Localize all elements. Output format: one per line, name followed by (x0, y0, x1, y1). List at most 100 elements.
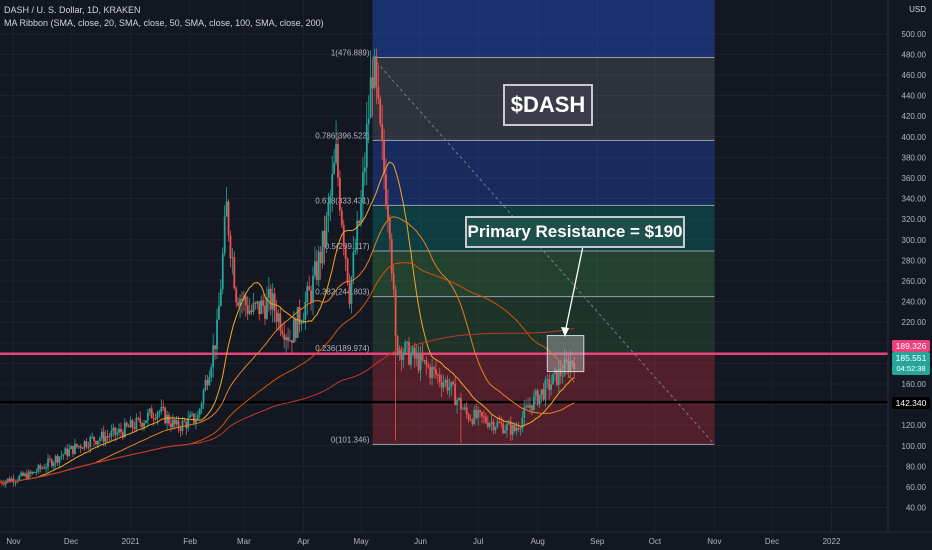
candle-body (467, 414, 470, 420)
candle-body (398, 348, 401, 354)
candle-body (177, 420, 180, 429)
candle-body (408, 341, 410, 365)
candle-body (335, 143, 337, 163)
symbol-legend[interactable]: DASH / U. S. Dollar, 1D, KRAKEN (4, 5, 141, 15)
candle-body (218, 305, 220, 320)
price-tick-label: 340.00 (902, 195, 927, 204)
price-tick-label: 320.00 (902, 215, 927, 224)
candle-body (529, 405, 531, 408)
price-tick-label: 460.00 (902, 71, 927, 80)
moving-average-line (0, 161, 575, 484)
time-tick-label: Sep (590, 537, 605, 546)
candle-body (340, 210, 343, 226)
candle-body (415, 354, 418, 359)
candle-body (367, 118, 370, 125)
candle-body (321, 230, 324, 264)
candle-body (438, 374, 441, 383)
candle-body (350, 277, 353, 304)
candle-body (35, 471, 38, 473)
currency-label: USD (909, 5, 926, 14)
candle-body (387, 205, 389, 219)
candle-body (235, 288, 238, 303)
candle-body (204, 379, 207, 391)
candle-body (433, 367, 435, 370)
candle-body (377, 86, 380, 99)
annotation-arrow (564, 245, 584, 334)
candle-body (544, 379, 547, 400)
candle-body (248, 310, 251, 314)
candle-body (219, 289, 222, 306)
candle-body (181, 420, 184, 431)
candle-body (500, 422, 503, 424)
price-tick-label: 420.00 (902, 112, 927, 121)
candle-body (319, 251, 322, 264)
candle-body (344, 246, 347, 259)
candle-body (506, 424, 508, 431)
candle-body (160, 406, 163, 412)
candle-body (49, 458, 51, 460)
price-tick-label: 60.00 (906, 483, 927, 492)
candle-body (394, 289, 397, 337)
indicator-legend[interactable]: MA Ribbon (SMA, close, 20, SMA, close, 5… (4, 18, 324, 28)
candle-body (100, 431, 103, 439)
candle-body (95, 441, 97, 445)
candle-body (406, 341, 409, 343)
candle-body (494, 427, 497, 431)
candle-body (179, 428, 182, 431)
candle-body (383, 141, 385, 175)
candle-body (206, 379, 209, 386)
candle-body (463, 407, 466, 409)
candle-body (25, 473, 28, 480)
candle-body (148, 408, 151, 413)
candle-body (8, 478, 11, 482)
candle-body (346, 258, 349, 283)
candle-body (285, 336, 288, 341)
candle-body (154, 418, 157, 420)
time-tick-label: Feb (183, 537, 197, 546)
time-tick-label: Nov (6, 537, 20, 546)
candle-body (168, 414, 170, 424)
candle-body (225, 201, 228, 217)
candle-body (306, 286, 309, 303)
time-tick-label: Oct (649, 537, 662, 546)
candle-body (348, 282, 351, 304)
candle-body (556, 369, 558, 385)
candle-body (296, 307, 299, 338)
candle-body (390, 238, 393, 274)
candle-body (469, 419, 472, 421)
candle-body (557, 369, 560, 385)
candle-body (331, 173, 334, 196)
candle-body (527, 405, 529, 408)
support-price-tag: 142.340 (892, 397, 930, 409)
candle-body (573, 362, 576, 369)
candle-body (281, 330, 284, 335)
candle-body (241, 299, 243, 301)
last-price-tag: 185.551 (892, 352, 930, 364)
candle-body (122, 432, 124, 437)
time-tick-label: Dec (765, 537, 779, 546)
candle-body (461, 408, 464, 410)
fib-label: 0.5(289.117) (325, 242, 370, 251)
candle-body (127, 426, 130, 428)
candle-body (515, 428, 518, 431)
candle-body (187, 417, 190, 428)
candle-body (571, 360, 574, 363)
candle-body (66, 448, 69, 456)
candle-body (269, 288, 272, 310)
candle-body (561, 375, 564, 377)
candle-body (292, 319, 295, 343)
candle-body (79, 445, 82, 449)
fib-zone (372, 296, 715, 354)
candle-body (396, 336, 399, 354)
fib-label: 1(476.889) (331, 49, 370, 58)
candle-body (173, 419, 176, 425)
fib-label: 0.236(189.974) (315, 344, 370, 353)
candle-body (75, 443, 78, 447)
candle-body (73, 443, 76, 454)
candle-body (548, 379, 551, 390)
candle-body (450, 381, 453, 388)
candle-body (24, 473, 26, 476)
candle-body (423, 360, 426, 362)
candle-body (106, 436, 109, 438)
